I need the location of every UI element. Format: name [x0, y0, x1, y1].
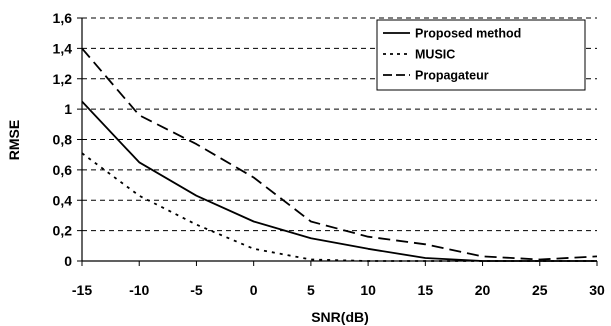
x-tick-label: -10 — [129, 282, 149, 298]
y-axis-ticks: 0 0,2 0,4 0,6 0,8 1 1,2 1,4 1,6 — [53, 10, 82, 269]
gridlines — [82, 17, 597, 232]
x-axis-label: SNR(dB) — [311, 309, 369, 325]
legend-label: Proposed method — [415, 27, 521, 41]
y-tick-label: 1,2 — [53, 71, 73, 87]
legend-label: Propagateur — [415, 69, 489, 83]
plot-area — [81, 18, 598, 262]
y-tick-label: 0,4 — [53, 192, 73, 208]
x-tick-label: 10 — [360, 282, 376, 298]
x-tick-label: 5 — [307, 282, 315, 298]
x-tick-label: -15 — [72, 282, 92, 298]
x-tick-label: 0 — [250, 282, 258, 298]
y-tick-label: 0,2 — [53, 223, 73, 239]
x-tick-label: 15 — [418, 282, 434, 298]
legend: Proposed method MUSIC Propagateur — [376, 19, 586, 91]
y-tick-label: 1,6 — [53, 10, 73, 26]
x-tick-label: 20 — [475, 282, 491, 298]
x-tick-label: 25 — [532, 282, 548, 298]
x-axis-ticks: -15 -10 -5 0 5 10 15 20 25 30 — [72, 261, 605, 298]
x-tick-label: -5 — [190, 282, 203, 298]
legend-box — [376, 19, 586, 91]
y-tick-label: 0 — [64, 253, 72, 269]
y-tick-label: 0,6 — [53, 162, 73, 178]
series-line-music — [81, 152, 597, 262]
y-axis-label: RMSE — [6, 120, 22, 160]
series-line-propagateur — [81, 47, 598, 261]
y-tick-label: 0,8 — [53, 132, 73, 148]
y-tick-label: 1,4 — [53, 40, 73, 56]
x-tick-label: 30 — [589, 282, 605, 298]
y-tick-label: 1 — [64, 101, 72, 117]
legend-label: MUSIC — [415, 48, 455, 62]
